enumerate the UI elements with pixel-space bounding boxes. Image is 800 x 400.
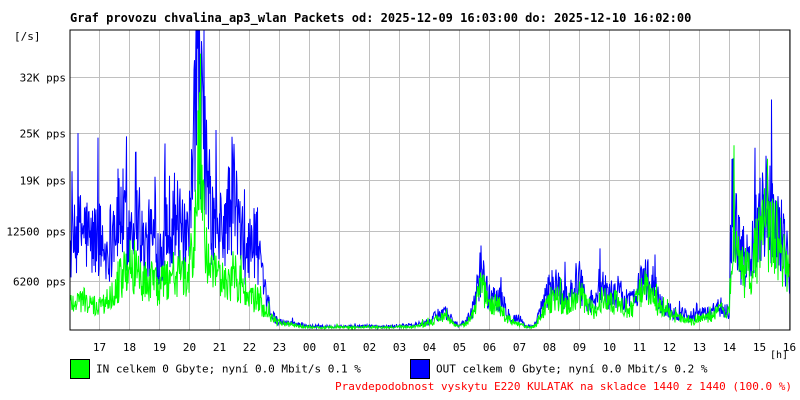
x-tick-label: 12 xyxy=(663,341,676,354)
y-tick-label: 19K pps xyxy=(20,175,66,188)
x-tick-label: 09 xyxy=(573,341,586,354)
x-tick-label: 08 xyxy=(543,341,556,354)
y-unit-label: [/s] xyxy=(14,30,41,43)
chart-title: Graf provozu chvalina_ap3_wlan Packets o… xyxy=(70,11,692,25)
x-tick-label: 17 xyxy=(93,341,106,354)
x-tick-label: 18 xyxy=(123,341,136,354)
footnote: Pravdepodobnost vyskytu E220 KULATAK na … xyxy=(335,380,792,393)
legend-in: IN celkem 0 Gbyte; nyní 0.0 Mbit/s 0.1 % xyxy=(70,359,361,379)
y-tick-label: 12500 pps xyxy=(6,226,66,239)
x-tick-label: 13 xyxy=(693,341,706,354)
x-tick-label: 19 xyxy=(153,341,166,354)
x-tick-label: 22 xyxy=(243,341,256,354)
x-tick-label: 01 xyxy=(333,341,346,354)
legend-out-text: OUT celkem 0 Gbyte; nyní 0.0 Mbit/s 0.2 … xyxy=(436,362,708,376)
axes xyxy=(69,29,791,331)
grid xyxy=(70,30,790,330)
series-layer xyxy=(69,29,791,331)
legend-in-text: IN celkem 0 Gbyte; nyní 0.0 Mbit/s 0.1 % xyxy=(96,362,361,376)
legend-in-swatch xyxy=(70,359,90,379)
x-tick-label: 15 xyxy=(753,341,766,354)
x-unit-label: [h] xyxy=(770,350,789,361)
tick-labels: 6200 pps 12500 pps 19K pps 25K pps 32K pps 17… xyxy=(6,72,796,355)
x-tick-label: 05 xyxy=(453,341,466,354)
x-tick-label: 21 xyxy=(213,341,226,354)
x-tick-label: 10 xyxy=(603,341,616,354)
x-tick-label: 14 xyxy=(723,341,737,354)
x-tick-label: 16 xyxy=(783,341,796,354)
x-tick-label: 11 xyxy=(633,341,646,354)
legend-out: OUT celkem 0 Gbyte; nyní 0.0 Mbit/s 0.2 … xyxy=(410,359,708,379)
plot-frame xyxy=(69,29,791,331)
x-tick-label: 20 xyxy=(183,341,196,354)
x-tick-label: 23 xyxy=(273,341,286,354)
series-line-in xyxy=(69,53,791,331)
x-tick-label: 07 xyxy=(513,341,526,354)
x-tick-label: 00 xyxy=(303,341,316,354)
x-tick-label: 03 xyxy=(393,341,406,354)
y-tick-label: 6200 pps xyxy=(13,276,66,289)
y-tick-label: 25K pps xyxy=(20,128,66,141)
legend-out-swatch xyxy=(410,359,430,379)
y-tick-label: 32K pps xyxy=(20,72,66,85)
x-tick-label: 04 xyxy=(423,341,437,354)
x-tick-label: 02 xyxy=(363,341,376,354)
x-tick-label: 06 xyxy=(483,341,496,354)
